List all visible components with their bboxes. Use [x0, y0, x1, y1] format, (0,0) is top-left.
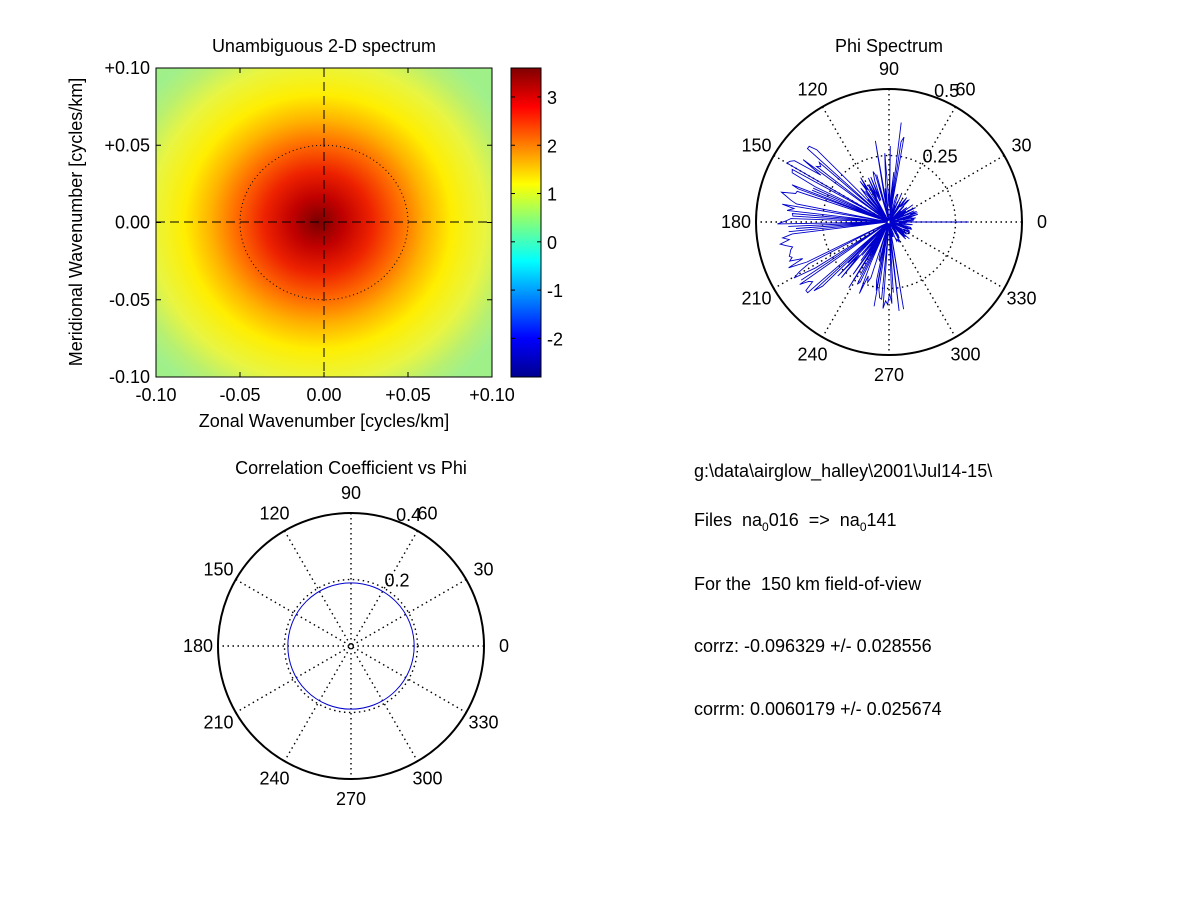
radial-tick-label: 0.5 [934, 81, 959, 101]
colorbar [510, 67, 542, 378]
angle-tick-label: 30 [473, 560, 493, 580]
heatmap-x-label: Zonal Wavenumber [cycles/km] [199, 411, 449, 431]
angle-tick-label: 330 [468, 713, 498, 733]
angle-tick-label: 210 [741, 289, 771, 309]
files-subscript-1: 0 [762, 520, 769, 534]
angle-tick-label: 150 [741, 136, 771, 156]
colorbar-tick-label: 0 [547, 233, 557, 253]
y-tick-label: 0.00 [115, 213, 150, 233]
phi-spectrum-polar: 0 30 60 90 120 150 180 210 240 270 300 330 0.25 0.5 [721, 59, 1047, 385]
angle-tick-label: 90 [879, 59, 899, 79]
x-tick-label: -0.10 [135, 385, 176, 405]
colorbar-tick-label: -1 [547, 281, 563, 301]
colorbar-ticks: 3 2 1 0 -1 -2 [511, 88, 563, 349]
angle-tick-label: 120 [797, 79, 827, 99]
colorbar-tick-label: 2 [547, 136, 557, 156]
files-label: Files na [694, 510, 763, 530]
x-tick-label: -0.05 [219, 385, 260, 405]
heatmap-y-label: Meridional Wavenumber [cycles/km] [66, 78, 86, 366]
correlation-title: Correlation Coefficient vs Phi [235, 458, 467, 478]
angle-tick-label: 240 [797, 345, 827, 365]
angle-tick-label: 270 [874, 365, 904, 385]
corrm-text: corrm: 0.0060179 +/- 0.025674 [694, 699, 942, 719]
angle-tick-label: 0 [1037, 212, 1047, 232]
angle-tick-label: 90 [341, 483, 361, 503]
polar-border [755, 88, 1023, 356]
correlation-panel: Correlation Coefficient vs Phi 0 30 60 90 12… [183, 458, 509, 809]
angle-tick-label: 30 [1011, 136, 1031, 156]
colorbar-tick-label: 1 [547, 185, 557, 205]
files-end: 141 [866, 510, 897, 530]
angle-tick-label: 300 [412, 769, 442, 789]
heatmap-reference-circle [239, 144, 409, 301]
phi-spectrum-title: Phi Spectrum [835, 36, 943, 56]
angle-tick-label: 300 [950, 345, 980, 365]
angle-tick-label: 60 [955, 79, 975, 99]
y-tick-label: +0.10 [104, 58, 150, 78]
angle-tick-label: 270 [336, 789, 366, 809]
angle-tick-label: 240 [259, 769, 289, 789]
radial-tick-label: 0.25 [923, 147, 958, 167]
angle-tick-label: 0 [499, 636, 509, 656]
angle-tick-label: 180 [721, 212, 751, 232]
radial-tick-label: 0.2 [385, 571, 410, 591]
y-tick-label: +0.05 [104, 135, 150, 155]
angle-tick-label: 180 [183, 636, 213, 656]
y-tick-label: -0.05 [109, 290, 150, 310]
corrz-text: corrz: -0.096329 +/- 0.028556 [694, 636, 932, 656]
phi-spectrum-trace [777, 122, 918, 311]
angle-tick-label: 330 [1006, 289, 1036, 309]
angle-tick-label: 60 [417, 503, 437, 523]
correlation-trace [287, 582, 415, 710]
radial-tick-label: 0.4 [396, 505, 421, 525]
colorbar-tick-label: -2 [547, 329, 563, 349]
heatmap-y-ticks: +0.10 +0.05 0.00 -0.05 -0.10 [104, 58, 492, 387]
files-middle: 016 => na [768, 510, 860, 530]
x-tick-label: +0.05 [385, 385, 431, 405]
data-path-text: g:\data\airglow_halley\2001\Jul14-15\ [694, 461, 993, 481]
angle-tick-label: 150 [203, 560, 233, 580]
angle-tick-label: 120 [259, 503, 289, 523]
y-tick-label: -0.10 [109, 367, 150, 387]
phi-spectrum-panel: Phi Spectrum 0 30 60 90 120 150 180 210 240 270 30… [721, 36, 1047, 385]
correlation-polar: 0 30 60 90 120 150 180 210 240 270 300 330 0.2 0.4 [183, 483, 509, 809]
heatmap-x-ticks: -0.10 -0.05 0.00 +0.05 +0.10 [135, 68, 515, 405]
field-of-view-text: For the 150 km field-of-view [694, 574, 922, 594]
files-subscript-2: 0 [859, 520, 867, 534]
angle-tick-label: 210 [203, 713, 233, 733]
heatmap-title: Unambiguous 2-D spectrum [212, 36, 436, 56]
files-range-text: Files na0016 => na0141 [694, 510, 897, 534]
x-tick-label: 0.00 [306, 385, 341, 405]
x-tick-label: +0.10 [469, 385, 515, 405]
heatmap-panel: Unambiguous 2-D spectrum -0.10 -0.05 0.00 +… [66, 36, 563, 431]
polar-ring [283, 578, 419, 714]
polar-border [217, 512, 485, 780]
colorbar-tick-label: 3 [547, 88, 557, 108]
